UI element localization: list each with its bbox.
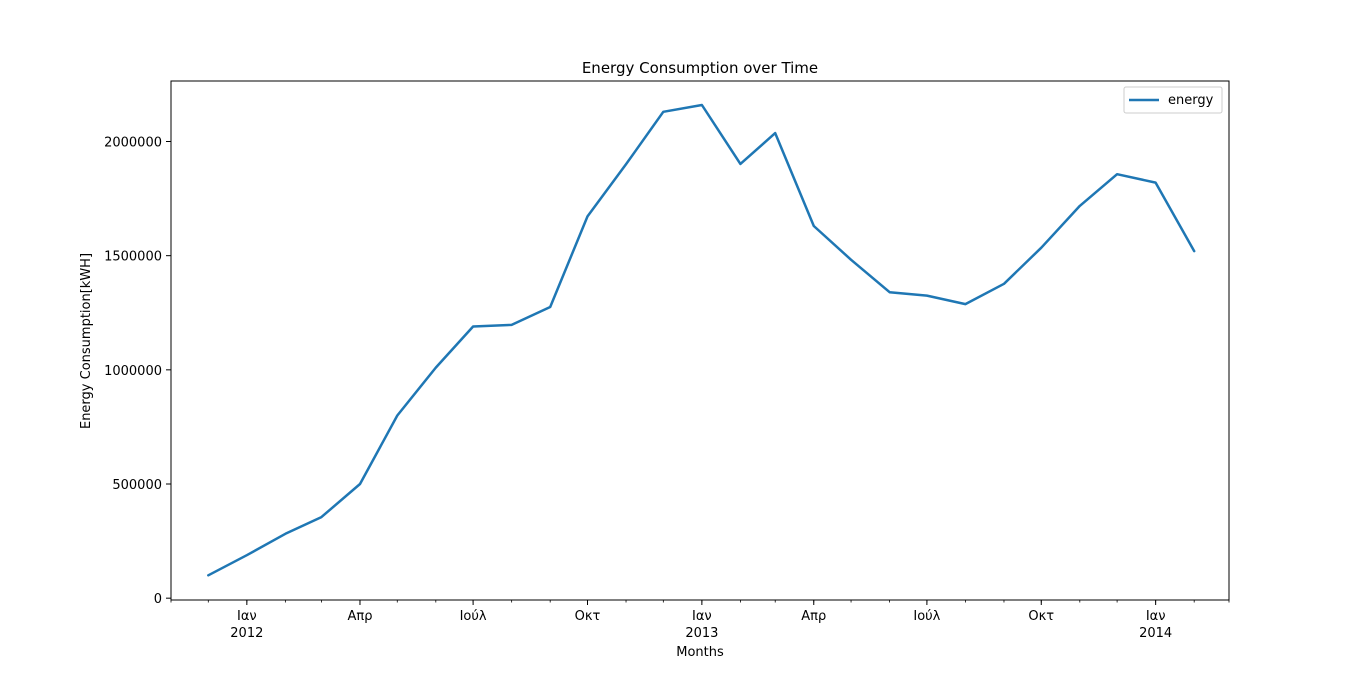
y-tick-label: 1000000 — [104, 364, 162, 379]
x-axis: Ιαν 2012 Απρ Ιούλ Οκτ Ιαν 2013 Απρ Ιούλ Οκτ Ιαν 201… — [230, 600, 1172, 641]
legend: energy — [1123, 86, 1223, 114]
y-axis: 0 500000 1000000 1500000 2000000 — [104, 136, 171, 607]
plot-frame — [170, 80, 1230, 601]
x-tick-label: Ιούλ — [460, 609, 487, 624]
legend-label-energy: energy — [1168, 93, 1214, 108]
legend-box — [1123, 86, 1223, 114]
x-axis-label: Months — [676, 645, 724, 660]
x-tick-label: Ιαν — [692, 609, 712, 624]
x-tick-year-label: 2013 — [685, 626, 718, 641]
series-line-energy — [207, 103, 1196, 577]
x-tick-label: Ιαν — [1146, 609, 1166, 624]
y-tick-label: 0 — [154, 592, 162, 607]
x-tick-label: Απρ — [801, 609, 826, 624]
x-tick-year-label: 2012 — [230, 626, 263, 641]
y-tick-label: 1500000 — [104, 250, 162, 265]
y-axis-label: Energy Consumption[kWH] — [79, 253, 94, 429]
chart-title: Energy Consumption over Time — [582, 59, 818, 77]
x-tick-label: Ιαν — [237, 609, 257, 624]
plot-lines — [207, 103, 1196, 577]
y-tick-label: 2000000 — [104, 136, 162, 151]
x-tick-label: Απρ — [347, 609, 372, 624]
x-tick-label: Οκτ — [575, 609, 601, 624]
x-tick-label: Ιούλ — [913, 609, 940, 624]
x-tick-year-label: 2014 — [1139, 626, 1172, 641]
y-tick-label: 500000 — [112, 478, 162, 493]
x-tick-label: Οκτ — [1028, 609, 1054, 624]
